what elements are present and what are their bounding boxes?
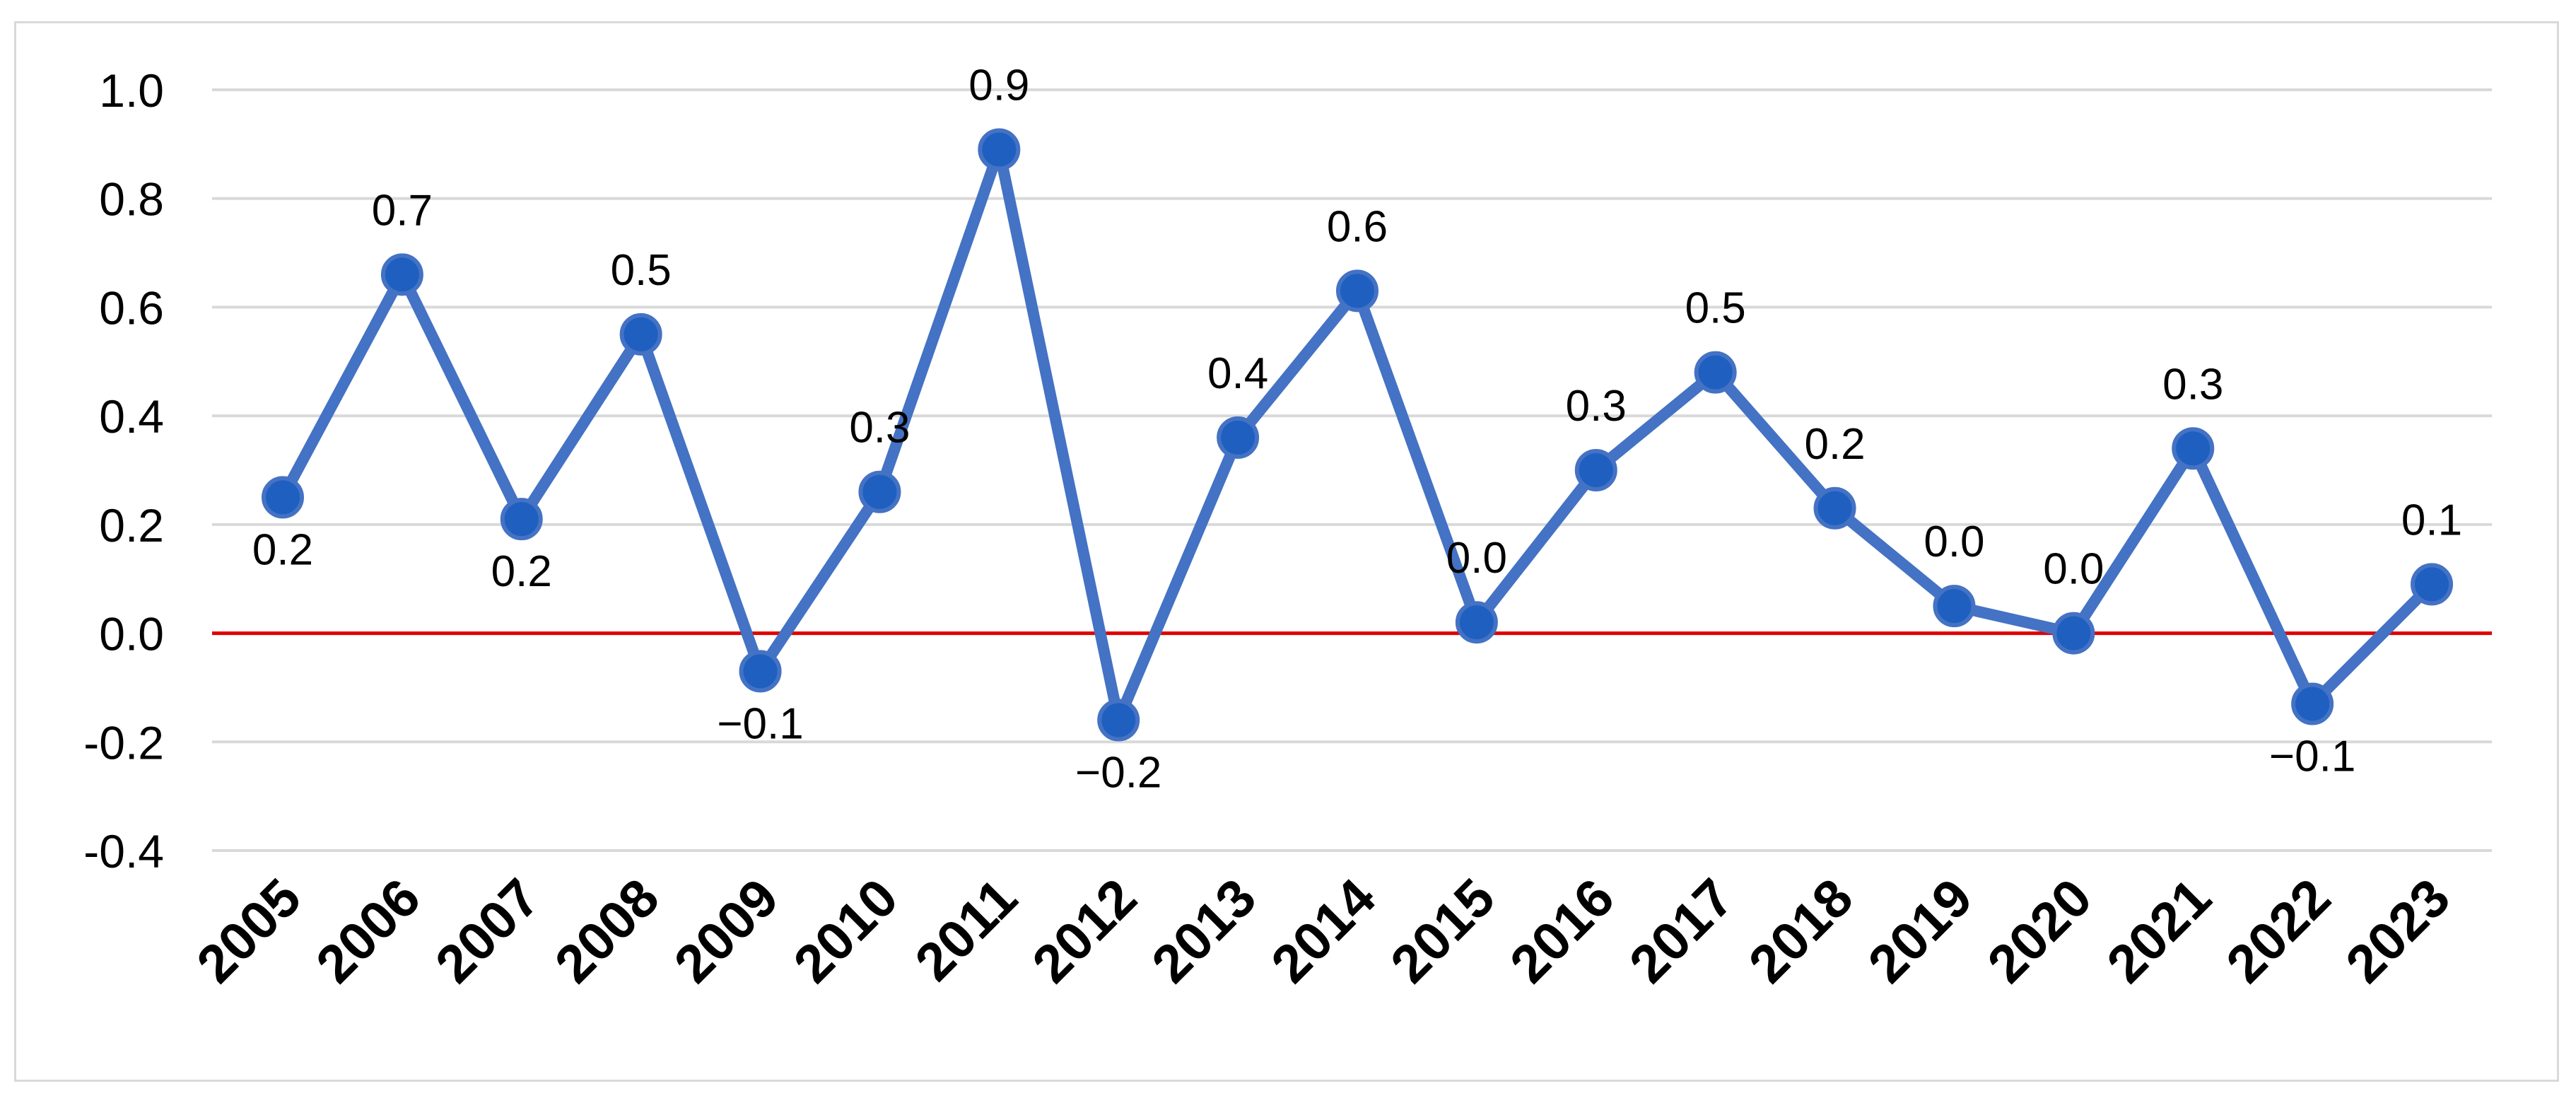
x-tick-label: 2021 [2096,868,2223,995]
data-label: 0.3 [1566,382,1627,431]
x-tick-label: 2007 [424,868,551,995]
data-label: 0.5 [611,246,672,295]
data-point-marker [1217,416,1260,459]
y-tick-label: 0.8 [99,173,164,226]
y-tick-label: 0.6 [99,281,164,334]
x-tick-label: 2016 [1499,868,1626,995]
data-label: 0.2 [1804,420,1865,469]
data-point-marker [1455,601,1498,644]
x-tick-label: 2011 [904,868,1029,993]
y-axis-tick-labels: 1.0 0.8 0.6 0.4 0.2 0.0 -0.2 -0.4 [83,64,164,877]
data-point-marker [380,253,423,296]
data-point-marker [2172,427,2215,470]
data-label: 0.3 [2162,360,2223,409]
series-markers [262,128,2453,742]
x-tick-label: 2015 [1379,868,1506,995]
data-point-marker [619,313,662,356]
x-axis-tick-labels: 2005200620072008200920102011201220132014… [185,868,2461,995]
data-label: 0.1 [2401,496,2462,544]
data-label: 0.5 [1685,284,1746,333]
data-point-marker [858,470,901,513]
data-label: −0.2 [1075,749,1161,798]
data-point-marker [739,650,782,693]
x-tick-label: 2023 [2334,868,2461,995]
y-tick-label: 0.2 [99,499,164,552]
x-tick-label: 2018 [1738,868,1865,995]
data-label: 0.2 [491,547,552,596]
data-point-marker [1097,699,1140,742]
data-point-marker [1933,585,1976,628]
data-label: 0.4 [1207,349,1268,398]
x-tick-label: 2012 [1021,868,1149,995]
data-label: 0.2 [252,525,313,574]
y-tick-label: -0.4 [83,825,164,877]
data-point-marker [978,128,1021,171]
x-tick-label: 2009 [663,868,790,995]
y-tick-label: 0.4 [99,390,164,443]
data-point-marker [2291,682,2334,725]
gridlines [212,88,2492,852]
data-point-marker [1336,269,1378,313]
data-label: 0.0 [1924,518,1984,566]
x-tick-label: 2019 [1857,868,1984,995]
x-tick-label: 2014 [1260,868,1387,995]
data-label: −0.1 [2269,732,2355,781]
x-tick-label: 2017 [1618,868,1745,995]
data-labels: 0.2 0.7 0.2 0.5 −0.1 0.3 0.9 −0.2 0.4 0.6 0.0 0.3 0.… [252,62,2462,798]
x-tick-label: 2010 [783,868,910,995]
data-point-marker [1574,449,1617,491]
data-label: 0.0 [1446,534,1507,583]
y-tick-label: 1.0 [99,64,164,117]
data-label: 0.9 [968,62,1029,110]
data-point-marker [262,476,304,519]
data-label: 0.0 [2043,545,2104,594]
data-label: 0.6 [1327,202,1388,251]
data-point-marker [2411,563,2453,606]
data-point-marker [1813,486,1856,530]
x-tick-label: 2005 [185,868,312,995]
data-label: −0.1 [717,699,803,748]
x-tick-label: 2006 [305,868,432,995]
data-label: 0.3 [849,404,910,453]
x-tick-label: 2022 [2215,868,2342,995]
data-point-marker [2052,612,2095,655]
data-point-marker [1694,351,1737,394]
x-tick-label: 2013 [1140,868,1267,995]
data-point-marker [500,498,543,541]
data-label: 0.7 [372,186,433,235]
x-tick-label: 2020 [1977,868,2104,995]
y-tick-label: 0.0 [99,608,164,660]
x-tick-label: 2008 [544,868,671,995]
y-tick-label: -0.2 [83,716,164,769]
